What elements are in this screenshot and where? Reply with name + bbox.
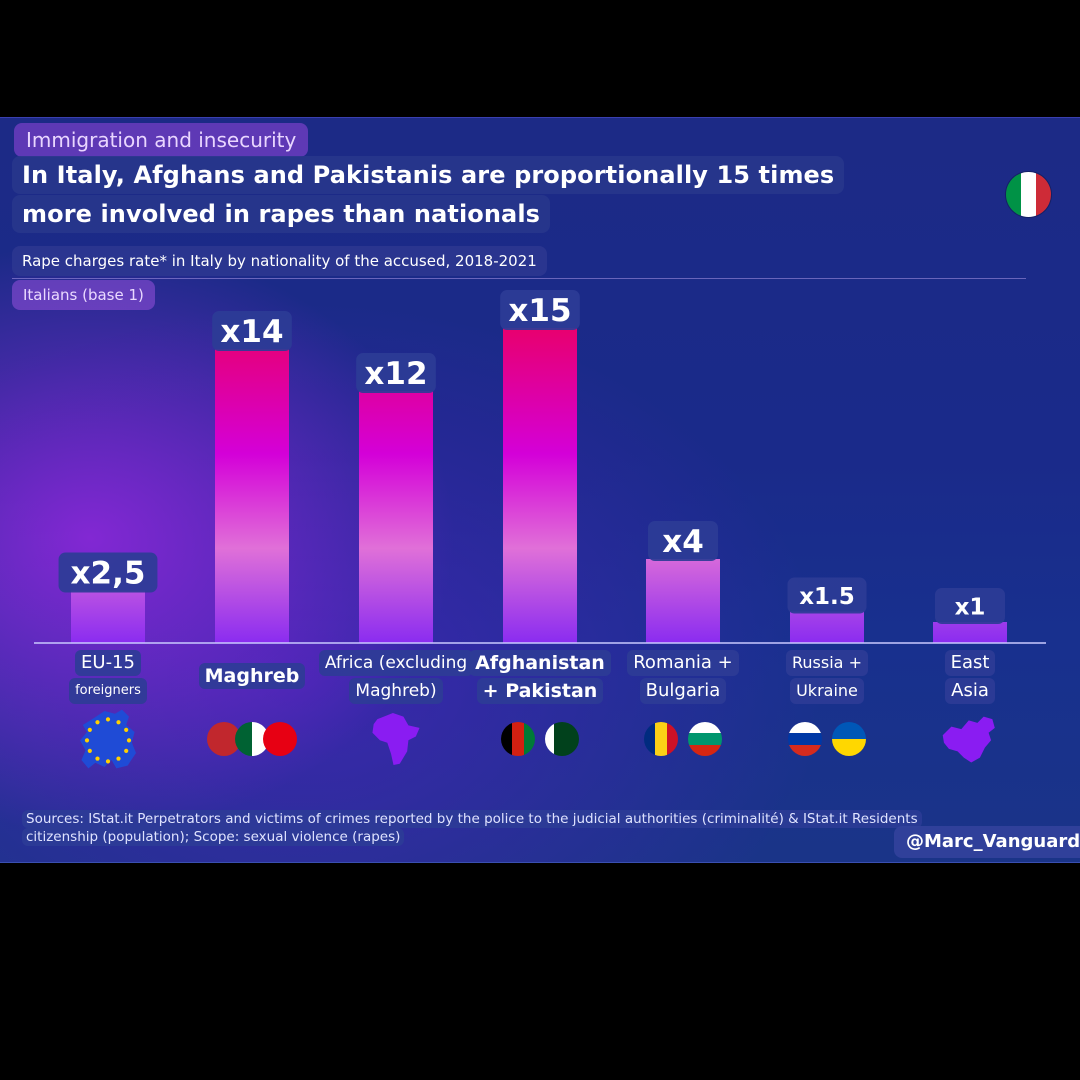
category-line: Bulgaria <box>639 678 727 704</box>
africa-map-icon <box>372 712 420 766</box>
category-line: Russia + <box>786 650 868 676</box>
svg-text:x2,5: x2,5 <box>71 556 146 592</box>
author-credit: @Marc_Vanguard <box>894 826 1080 858</box>
category-line: Ukraine <box>790 678 864 704</box>
value-label-6: x1 <box>935 588 1005 624</box>
bar-4 <box>646 559 720 643</box>
svg-text:x1: x1 <box>955 594 986 620</box>
baseline-label: Italians (base 1) <box>12 280 155 310</box>
category-label-4: Romania + Bulgaria <box>603 650 763 704</box>
svg-text:x4: x4 <box>662 524 704 560</box>
russia-ukraine-flags-icon-ukraine <box>832 722 866 756</box>
category-line: Afghanistan <box>469 650 611 676</box>
bar-0 <box>71 590 145 643</box>
chart-subtitle: Rape charges rate* in Italy by nationali… <box>12 246 547 276</box>
value-label-3: x15 <box>500 290 580 330</box>
bar-2 <box>359 391 433 643</box>
svg-text:x14: x14 <box>220 314 283 350</box>
header-divider <box>12 278 1026 279</box>
title-line-1: In Italy, Afghans and Pakistanis are pro… <box>12 156 845 194</box>
category-line: Maghreb <box>198 663 306 689</box>
category-label-0: EU-15 foreigners <box>28 650 188 704</box>
category-line: foreigners <box>69 678 147 704</box>
category-line: Maghreb) <box>349 678 443 704</box>
category-line: EU-15 <box>75 650 141 676</box>
afghanistan-pakistan-flags-icon-pakistan <box>545 722 579 756</box>
category-line: East <box>944 650 996 676</box>
east-asia-map-icon <box>942 716 995 763</box>
maghreb-flags-icon-tunisia <box>263 722 297 756</box>
category-label-2: Africa (excluding Maghreb) <box>316 650 476 704</box>
romania-bulgaria-flags-icon-bulgaria <box>688 722 722 756</box>
eu-map-icon <box>80 709 136 769</box>
bar-chart: x2,5 x14 x12 x15 x4 x1.5 x1 <box>34 290 1046 644</box>
category-line: Asia <box>945 678 995 704</box>
svg-text:x12: x12 <box>364 356 427 392</box>
kicker-label: Immigration and insecurity <box>14 123 309 157</box>
romania-bulgaria-flags-icon-romania <box>644 722 678 756</box>
value-label-2: x12 <box>356 353 436 393</box>
sources-note: Sources: IStat.it Perpetrators and victi… <box>12 808 970 848</box>
bar-3 <box>503 328 577 643</box>
svg-text:x1.5: x1.5 <box>799 584 855 610</box>
title-line-2: more involved in rapes than nationals <box>12 195 551 233</box>
bar-5 <box>790 611 864 643</box>
svg-text:x15: x15 <box>508 293 571 329</box>
value-label-4: x4 <box>648 521 718 561</box>
bar-1 <box>215 349 289 643</box>
russia-ukraine-flags-icon-russia <box>788 722 822 756</box>
afghanistan-pakistan-flags-icon-afghanistan <box>501 722 535 756</box>
value-label-0: x2,5 <box>58 552 158 593</box>
category-line: Africa (excluding <box>318 650 474 676</box>
category-line: + Pakistan <box>476 678 604 704</box>
infographic-card: Immigration and insecurity In Italy, Afg… <box>0 117 1080 863</box>
category-label-1: Maghreb <box>172 663 332 689</box>
bar-6 <box>933 622 1007 643</box>
category-label-3: Afghanistan + Pakistan <box>460 650 620 704</box>
category-label-6: East Asia <box>890 650 1050 704</box>
category-label-5: Russia + Ukraine <box>747 650 907 704</box>
value-label-5: x1.5 <box>787 577 867 614</box>
category-line: Romania + <box>627 650 739 676</box>
value-label-1: x14 <box>212 311 292 351</box>
italy-flag-icon <box>1006 172 1051 217</box>
